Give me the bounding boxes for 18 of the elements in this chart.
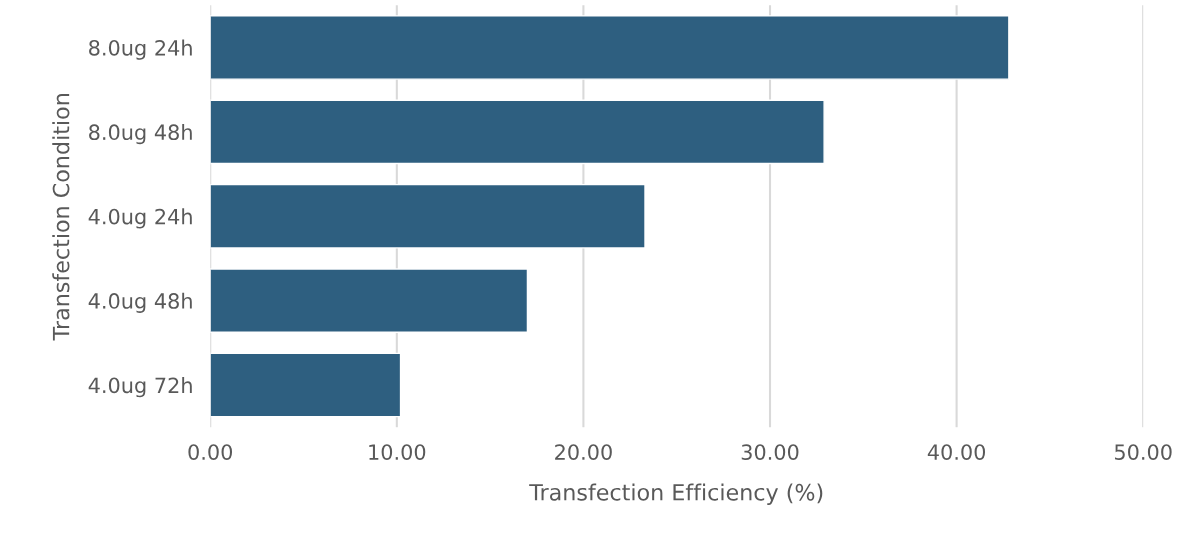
x-tick-label: 20.00 bbox=[555, 444, 612, 460]
y-tick-label: 4.0ug 72h bbox=[88, 377, 192, 398]
y-tick-label: 8.0ug 48h bbox=[89, 123, 192, 145]
x-tick-label: 10.00 bbox=[369, 444, 426, 460]
x-tick-label: 30.00 bbox=[741, 444, 799, 460]
bar bbox=[210, 183, 646, 249]
x-tick-label: 40.00 bbox=[927, 444, 986, 460]
bar bbox=[210, 352, 402, 418]
x-tick-label: 0.00 bbox=[188, 444, 233, 460]
x-axis-title: Transfection Efficiency (%) bbox=[529, 483, 823, 505]
bar bbox=[210, 268, 529, 333]
bar bbox=[210, 15, 1010, 80]
bar bbox=[210, 99, 825, 165]
y-tick-label: 4.0ug 24h bbox=[88, 208, 192, 229]
y-axis-title: Transfection Condition bbox=[52, 94, 70, 341]
y-tick-label: 4.0ug 48h bbox=[88, 292, 192, 313]
x-tick-label: 50.00 bbox=[1115, 444, 1172, 460]
y-tick-label: 8.0ug 24h bbox=[89, 39, 192, 60]
